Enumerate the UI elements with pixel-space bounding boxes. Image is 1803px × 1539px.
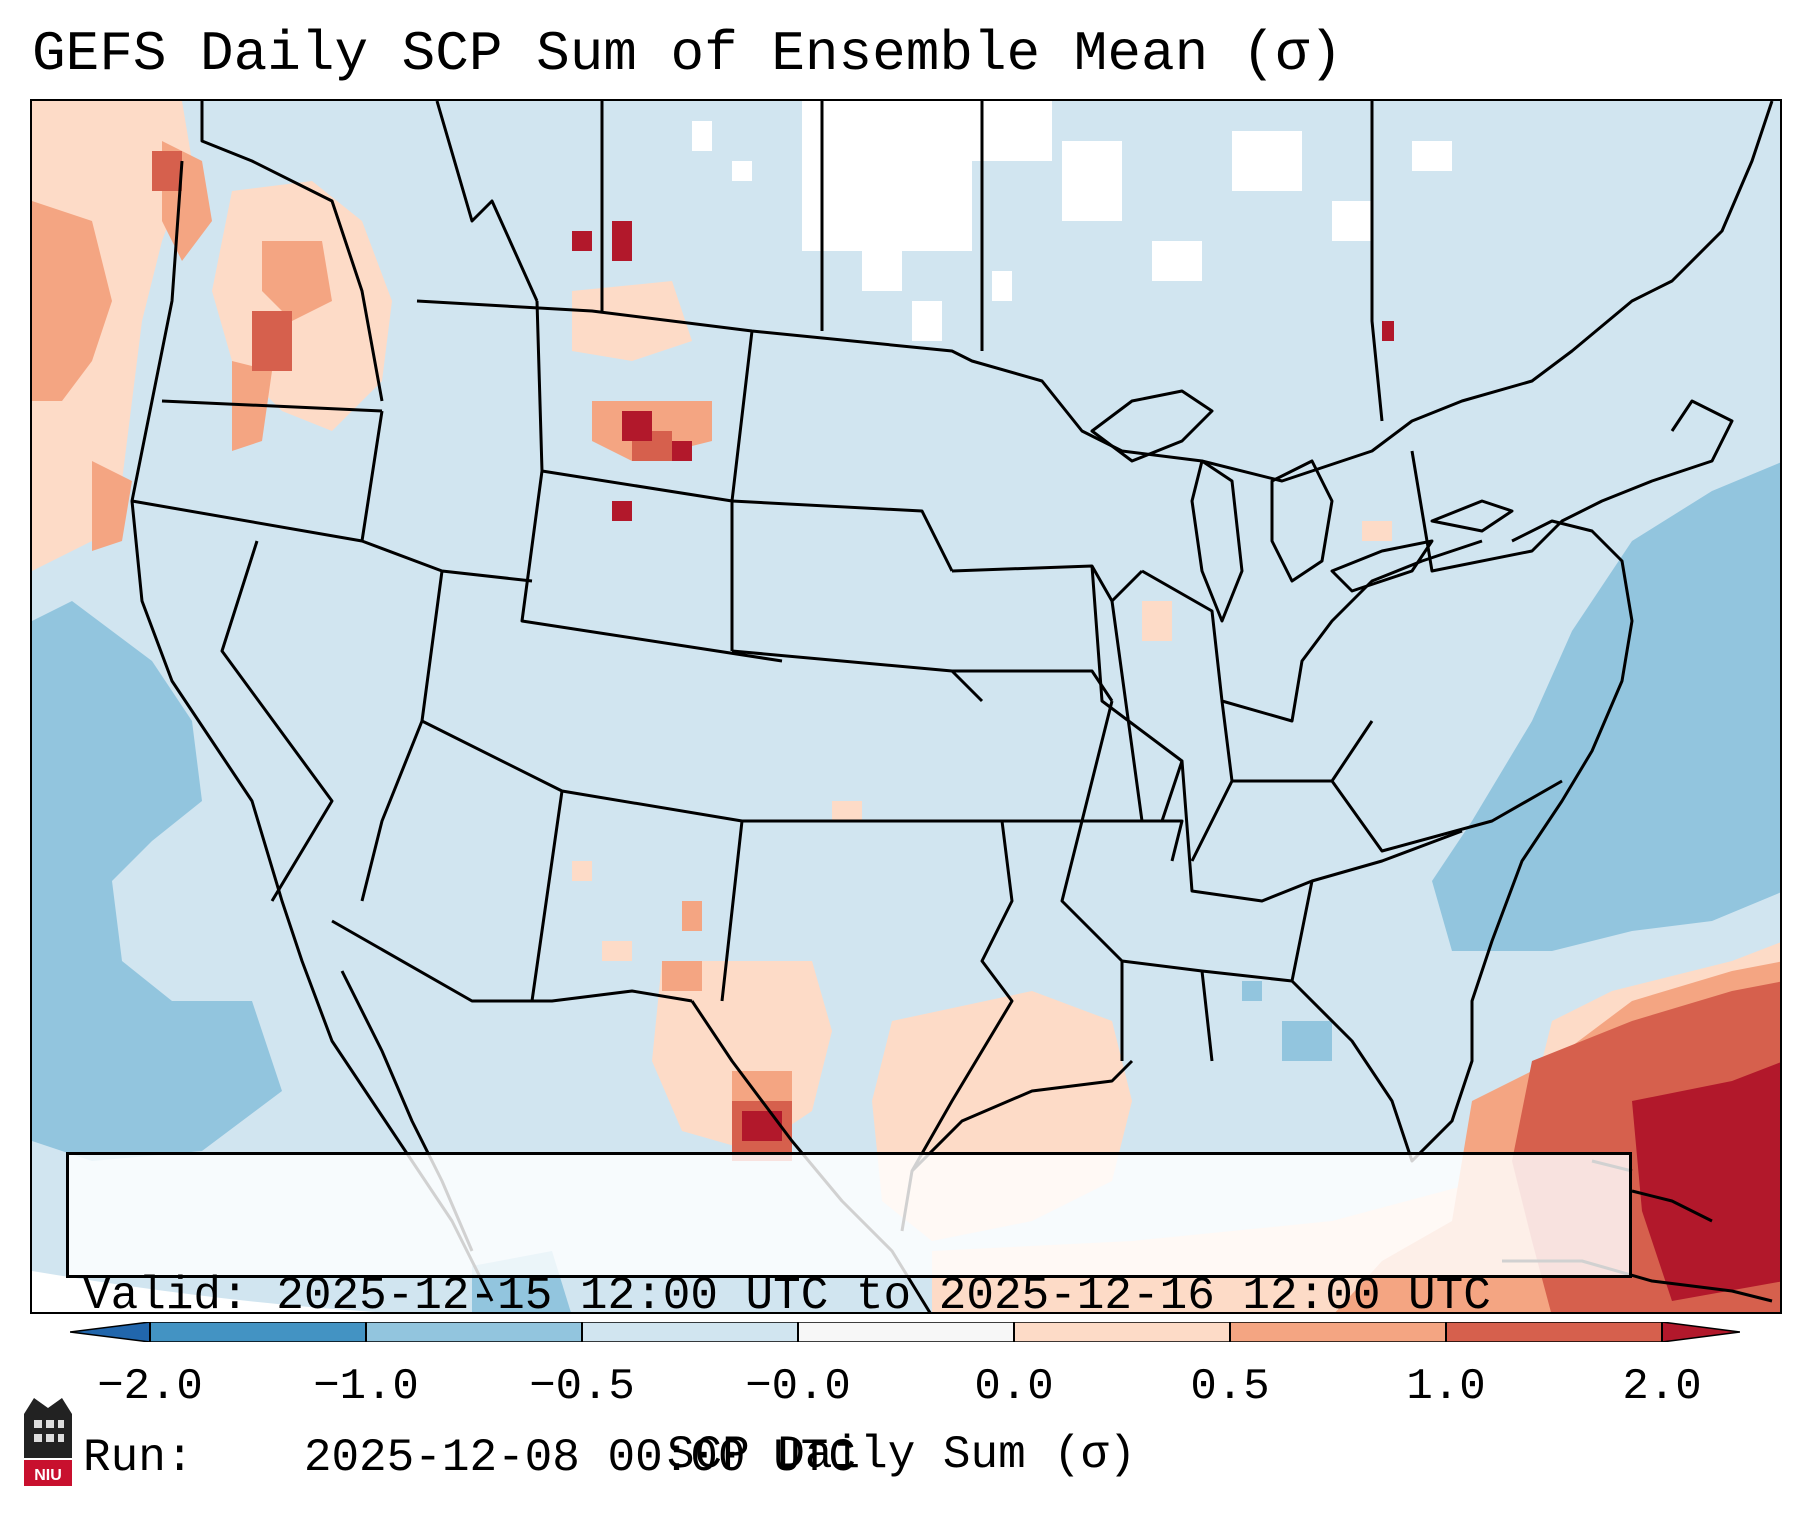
field-positive-extreme <box>572 221 1780 1301</box>
field-negative-weak <box>32 462 1780 1312</box>
colorbar-label: SCP Daily Sum (σ) <box>666 1429 1137 1481</box>
valid-value: 2025-12-15 12:00 UTC to 2025-12-16 12:00… <box>276 1270 1491 1322</box>
colorbar-bin-zero <box>798 1322 1014 1342</box>
neutral-zone-north <box>692 101 1452 341</box>
run-label: Run: <box>83 1432 194 1484</box>
niu-logo-icon: NIU <box>24 1398 72 1486</box>
colorbar-bin-neg05-0 <box>582 1322 798 1342</box>
tick-label: 1.0 <box>1406 1362 1486 1412</box>
tick-label: −1.0 <box>313 1362 419 1412</box>
colorbar-bin-1-2 <box>1446 1322 1662 1342</box>
map-canvas <box>32 101 1780 1312</box>
tick-label: −2.0 <box>97 1362 203 1412</box>
tick-label: −0.5 <box>529 1362 635 1412</box>
colorbar <box>70 1322 1740 1342</box>
run-value: 2025-12-08 00:00 UTC <box>303 1432 856 1484</box>
tick-label: 0.0 <box>974 1362 1054 1412</box>
run-line: Run: 2025-12-08 00:00 UTC <box>83 1431 1615 1485</box>
colorbar-bin-neg2-neg1 <box>150 1322 366 1342</box>
colorbar-extend-high <box>1662 1322 1740 1342</box>
map-panel <box>30 99 1782 1314</box>
colorbar-bin-0-05 <box>1014 1322 1230 1342</box>
projection-edge <box>32 1271 376 1312</box>
colorbar-extend-low <box>70 1322 150 1342</box>
colorbar-tick-marks <box>149 1322 1663 1342</box>
validity-info-box: Valid: 2025-12-15 12:00 UTC to 2025-12-1… <box>66 1152 1632 1484</box>
colorbar-bin-05-1 <box>1230 1322 1446 1342</box>
valid-line: Valid: 2025-12-15 12:00 UTC to 2025-12-1… <box>83 1269 1615 1323</box>
tick-label: −0.0 <box>745 1362 851 1412</box>
colorbar-bin-neg1-neg05 <box>366 1322 582 1342</box>
map-title: GEFS Daily SCP Sum of Ensemble Mean (σ) <box>32 22 1343 86</box>
valid-label: Valid: <box>83 1270 249 1322</box>
logo-text: NIU <box>34 1467 62 1484</box>
tick-label: 2.0 <box>1622 1362 1702 1412</box>
tick-label: 0.5 <box>1190 1362 1270 1412</box>
